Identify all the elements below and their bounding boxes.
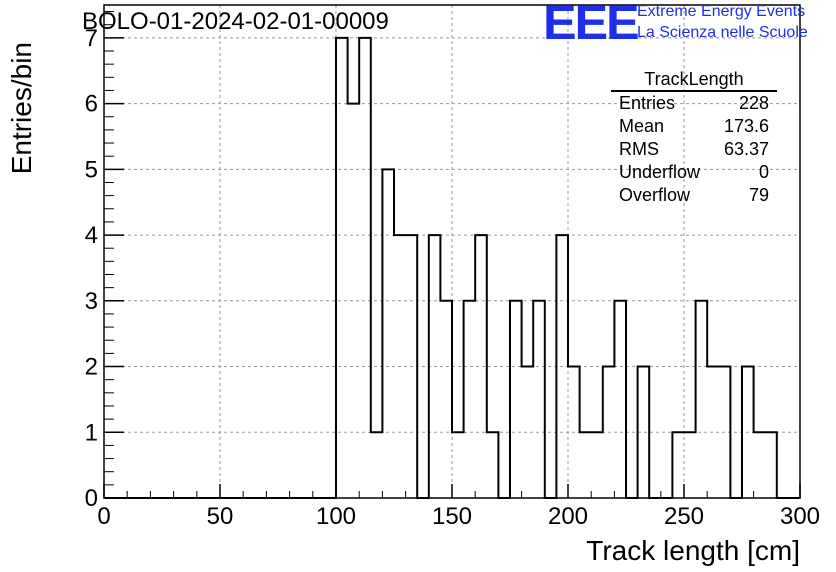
stats-row-underflow: Underflow 0 [611, 161, 777, 184]
stats-title: TrackLength [611, 68, 777, 92]
stats-value: 79 [748, 185, 769, 205]
stats-value: 0 [758, 162, 769, 182]
stats-value: 228 [738, 93, 769, 113]
y-tick-label: 1 [85, 419, 98, 446]
stats-label: Underflow [619, 162, 701, 182]
stats-row-rms: RMS 63.37 [611, 138, 777, 161]
x-tick-label: 100 [316, 503, 356, 530]
y-tick-label: 4 [85, 222, 98, 249]
x-tick-label: 250 [664, 503, 704, 530]
eee-logo-line2: La Scienza nelle Scuole [637, 24, 808, 41]
stats-row-overflow: Overflow 79 [611, 184, 777, 207]
y-tick-label: 3 [85, 288, 98, 315]
stats-value: 63.37 [723, 139, 769, 159]
x-tick-label: 200 [548, 503, 588, 530]
y-axis-label: Entries/bin [6, 42, 37, 174]
x-tick-label: 300 [780, 503, 820, 530]
stats-box: TrackLength Entries 228 Mean 173.6 RMS 6… [611, 68, 777, 207]
stats-row-mean: Mean 173.6 [611, 115, 777, 138]
eee-logo: EEE [543, 0, 640, 50]
y-tick-label: 6 [85, 91, 98, 118]
x-axis-label: Track length [cm] [586, 535, 800, 566]
x-tick-label: 50 [207, 503, 234, 530]
stats-label: Mean [619, 116, 665, 136]
stats-label: Overflow [619, 185, 691, 205]
x-tick-label: 0 [97, 503, 110, 530]
eee-logo-line1: Extreme Energy Events [637, 3, 806, 20]
y-tick-label: 5 [85, 156, 98, 183]
y-tick-label: 2 [85, 354, 98, 381]
stats-label: RMS [619, 139, 659, 159]
y-tick-label: 0 [85, 485, 98, 512]
run-title: BOLO-01-2024-02-01-00009 [82, 8, 389, 35]
stats-value: 173.6 [723, 116, 769, 136]
y-tick-label: 7 [85, 25, 98, 52]
stats-label: Entries [619, 93, 676, 113]
x-tick-label: 150 [432, 503, 472, 530]
stats-row-entries: Entries 228 [611, 92, 777, 115]
